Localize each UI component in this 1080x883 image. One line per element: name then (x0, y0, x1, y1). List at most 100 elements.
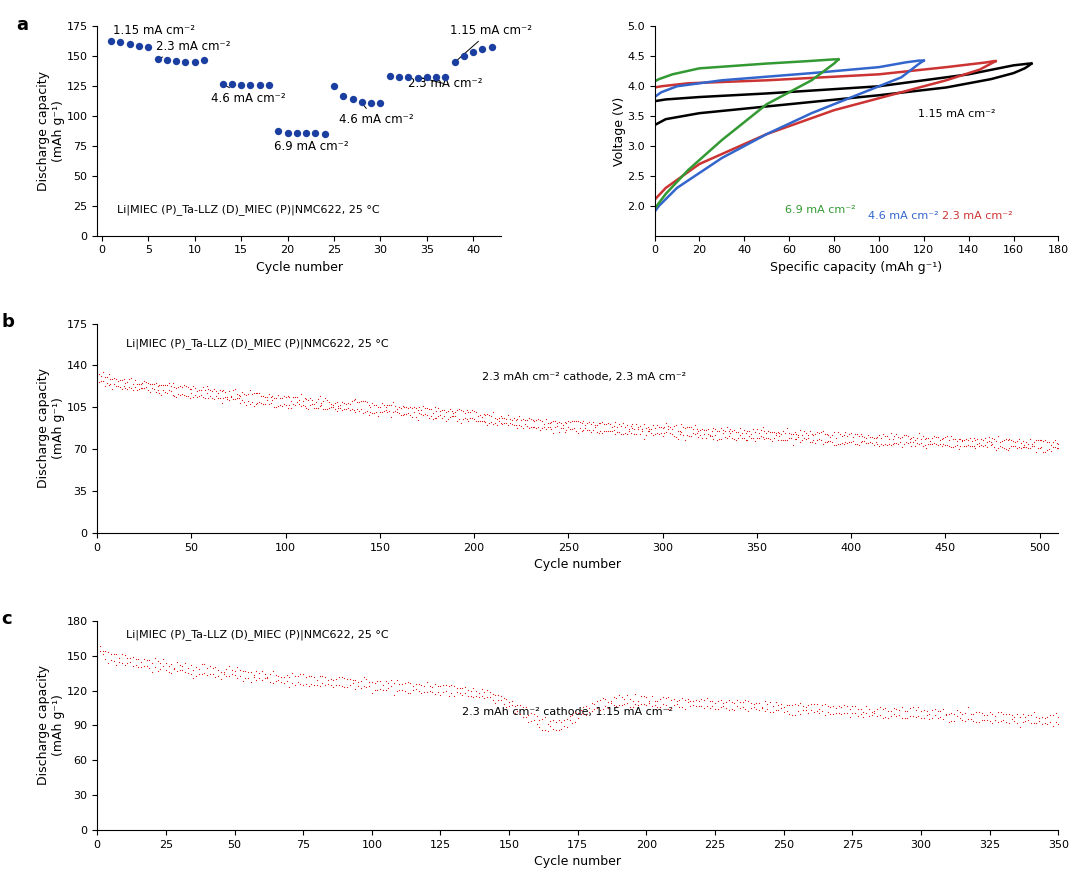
Point (127, 658, 145, 672)
Point (994, 434, 1011, 448)
Point (901, 435, 918, 449)
Point (972, 437, 989, 451)
Point (463, 404, 481, 418)
Point (471, 408, 488, 422)
Point (910, 437, 928, 451)
Point (758, 702, 775, 716)
Point (676, 693, 693, 707)
Point (94, 365, 111, 379)
Point (413, 403, 430, 417)
Point (1012, 441, 1029, 455)
Point (744, 422, 761, 436)
Point (959, 438, 976, 452)
Point (836, 698, 853, 712)
Point (297, 670, 314, 684)
Point (336, 671, 353, 685)
Point (1037, 433, 1054, 447)
Point (811, 706, 828, 721)
Point (321, 395, 338, 409)
Point (217, 390, 234, 404)
Point (961, 431, 978, 445)
Point (880, 437, 897, 451)
Point (284, 676, 301, 691)
Text: 6.9 mA cm⁻²: 6.9 mA cm⁻² (273, 135, 348, 153)
Point (116, 658, 133, 672)
Point (428, 70, 445, 84)
Point (314, 394, 332, 408)
Point (139, 383, 157, 397)
Point (1010, 432, 1027, 446)
Point (543, 422, 561, 436)
Point (890, 430, 907, 444)
Point (772, 698, 789, 712)
Point (119, 374, 136, 389)
Point (339, 396, 356, 411)
X-axis label: Cycle number: Cycle number (535, 856, 621, 868)
Point (534, 723, 551, 737)
Point (190, 389, 207, 404)
Point (548, 723, 565, 737)
Point (886, 428, 903, 442)
Point (422, 402, 440, 416)
Point (797, 432, 814, 446)
Point (847, 437, 864, 451)
Point (913, 705, 930, 719)
Point (195, 383, 213, 397)
Point (839, 436, 856, 450)
Point (224, 668, 241, 682)
Point (198, 379, 215, 393)
Point (523, 706, 540, 720)
Point (626, 697, 644, 711)
Point (265, 676, 282, 691)
Point (957, 432, 974, 446)
Point (788, 698, 806, 712)
Point (630, 698, 647, 712)
Point (240, 665, 257, 679)
Point (245, 399, 262, 413)
Point (343, 93, 361, 107)
Point (185, 389, 202, 404)
Point (213, 396, 230, 410)
Point (737, 693, 754, 707)
Point (145, 377, 162, 391)
Point (316, 678, 334, 692)
Point (745, 697, 762, 711)
Point (465, 412, 483, 426)
Point (1020, 437, 1037, 451)
Point (630, 422, 647, 436)
Point (569, 706, 586, 721)
Point (536, 710, 553, 724)
Point (151, 378, 168, 392)
Point (484, 687, 501, 701)
Point (157, 385, 174, 399)
Point (833, 436, 850, 450)
Point (313, 396, 330, 411)
Point (913, 433, 930, 447)
Point (775, 699, 793, 713)
Point (861, 429, 878, 443)
Point (699, 691, 716, 705)
Point (124, 650, 141, 664)
Point (288, 389, 306, 404)
Point (409, 403, 427, 417)
Point (610, 417, 627, 431)
Point (991, 435, 1009, 449)
Point (794, 428, 811, 442)
Point (341, 672, 359, 686)
Point (435, 404, 453, 418)
Point (867, 434, 885, 449)
Point (127, 652, 145, 666)
Point (251, 396, 268, 410)
Point (784, 437, 801, 451)
Point (902, 701, 919, 715)
Point (559, 414, 577, 428)
Point (572, 707, 590, 721)
Point (1020, 708, 1037, 722)
Point (407, 410, 424, 424)
Point (564, 422, 581, 436)
Point (296, 390, 313, 404)
Point (647, 421, 664, 435)
Point (355, 679, 373, 693)
Point (676, 421, 693, 435)
Point (96, 370, 113, 384)
